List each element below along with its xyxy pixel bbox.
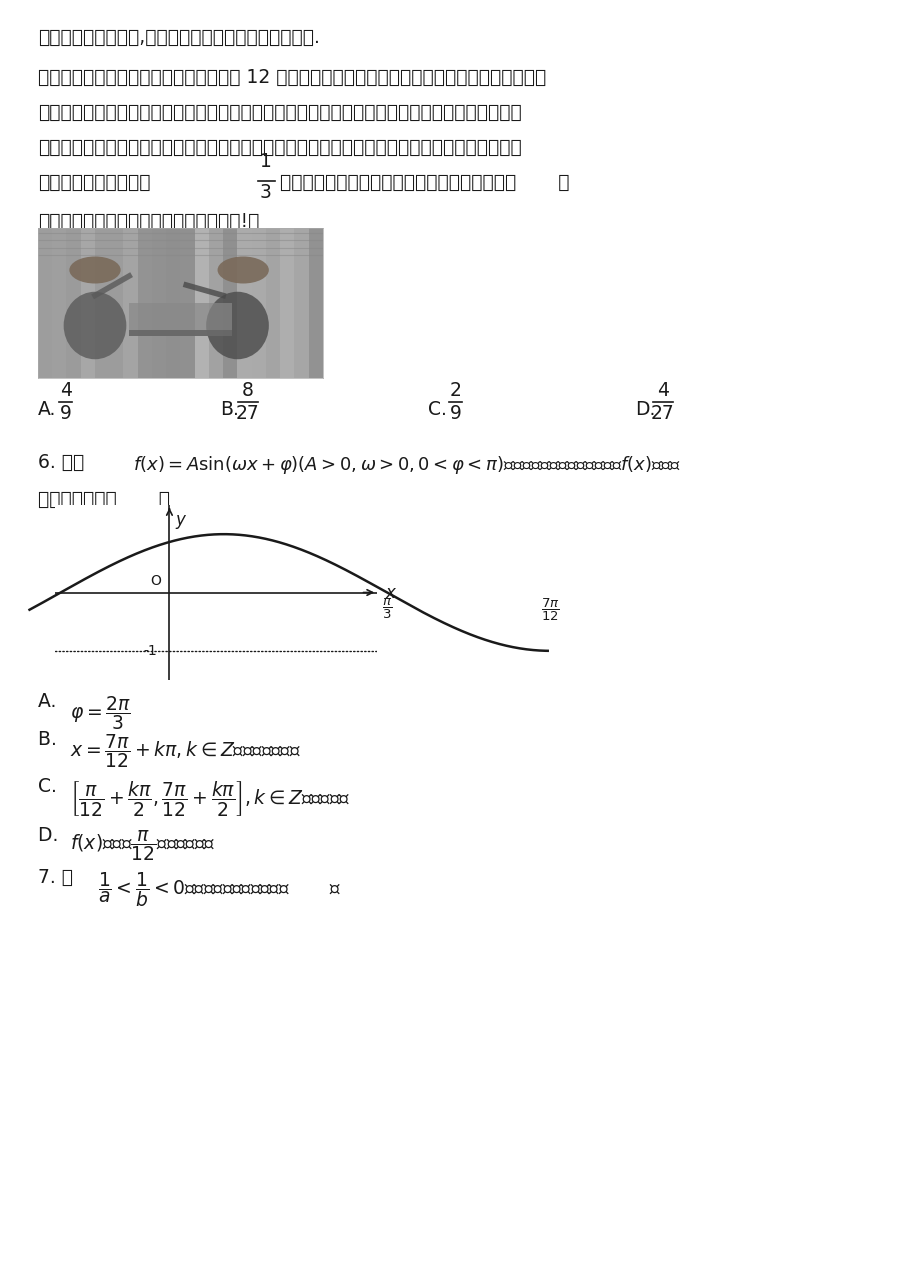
Bar xyxy=(138,228,152,378)
Text: D.: D. xyxy=(634,400,654,419)
Text: 6. 函数: 6. 函数 xyxy=(38,454,85,471)
Text: 27: 27 xyxy=(651,404,675,423)
Text: $f(x)$向左移$\dfrac{\pi}{12}$可变为偶函数: $f(x)$向左移$\dfrac{\pi}{12}$可变为偶函数 xyxy=(70,828,215,862)
Bar xyxy=(95,228,109,378)
Text: A.: A. xyxy=(38,400,56,419)
Bar xyxy=(252,228,266,378)
Bar xyxy=(81,228,95,378)
Text: $x=\dfrac{7\pi}{12}+k\pi,k\in Z$为其所有对称轴: $x=\dfrac{7\pi}{12}+k\pi,k\in Z$为其所有对称轴 xyxy=(70,733,301,769)
Text: C.: C. xyxy=(38,777,69,796)
Text: B.: B. xyxy=(220,400,239,419)
Circle shape xyxy=(217,256,268,284)
Text: 9: 9 xyxy=(60,404,72,423)
Text: ，问在敬酒这环节小明喝酒三杯的概率是多少（       ）: ，问在敬酒这环节小明喝酒三杯的概率是多少（ ） xyxy=(279,173,569,192)
Text: $\dfrac{7\pi}{12}$: $\dfrac{7\pi}{12}$ xyxy=(540,598,559,623)
Text: 27: 27 xyxy=(236,404,259,423)
Text: 第一杯酒，继续猜第二拳，没猜到继续喝第二杯，但第三拳不管谁赢双方同饮自己杯中酒，假设小: 第一杯酒，继续猜第二拳，没猜到继续喝第二杯，但第三拳不管谁赢双方同饮自己杯中酒，… xyxy=(38,138,521,157)
Bar xyxy=(109,228,123,378)
Text: 8: 8 xyxy=(242,381,254,400)
Text: $f(x)=A\sin(\omega x+\varphi)(A>0,\omega>0,0<\varphi<\pi)$的图象如图所示，则下列有关$f(x)$性质的: $f(x)=A\sin(\omega x+\varphi)(A>0,\omega… xyxy=(133,454,680,476)
Bar xyxy=(309,228,323,378)
Text: 2: 2 xyxy=(449,381,461,400)
Text: （也有半年数六拳）,十二拳之后晚辈还要敬长辈一杯酒.: （也有半年数六拳）,十二拳之后晚辈还要敬长辈一杯酒. xyxy=(38,28,320,47)
Bar xyxy=(152,228,166,378)
Bar xyxy=(38,228,52,378)
Text: 4: 4 xyxy=(60,381,72,400)
Text: （猜拳只是一种娱乐，喝酒千万不要过量!）: （猜拳只是一种娱乐，喝酒千万不要过量!） xyxy=(38,211,259,231)
Bar xyxy=(195,228,209,378)
Text: 3: 3 xyxy=(260,183,272,203)
Text: 再一次家族宴上，小明先陪他的叔叔猜拳 12 下，最后他还要敬他叔叔一杯，规则如下：前两拳只有: 再一次家族宴上，小明先陪他的叔叔猜拳 12 下，最后他还要敬他叔叔一杯，规则如下… xyxy=(38,68,546,87)
Text: $\left[\dfrac{\pi}{12}+\dfrac{k\pi}{2},\dfrac{7\pi}{12}+\dfrac{k\pi}{2}\right],k: $\left[\dfrac{\pi}{12}+\dfrac{k\pi}{2},\… xyxy=(70,778,350,818)
Text: $\varphi=\dfrac{2\pi}{3}$: $\varphi=\dfrac{2\pi}{3}$ xyxy=(70,694,130,731)
Text: 4: 4 xyxy=(656,381,668,400)
Text: $\dfrac{1}{a}<\dfrac{1}{b}<0$，则下列结论正确的是（       ）: $\dfrac{1}{a}<\dfrac{1}{b}<0$，则下列结论正确的是（… xyxy=(98,870,341,908)
Text: $\dfrac{\pi}{3}$: $\dfrac{\pi}{3}$ xyxy=(381,598,391,622)
Bar xyxy=(180,228,195,378)
Text: 1: 1 xyxy=(260,152,272,171)
Text: B.: B. xyxy=(38,730,69,749)
Bar xyxy=(280,228,294,378)
Bar xyxy=(266,228,280,378)
Text: 小明猜叔赢叔叔，叔叔才会喝下这杯敬酒，且小明也要陪喝，如果第一拳小明没猜到，则小明喝下: 小明猜叔赢叔叔，叔叔才会喝下这杯敬酒，且小明也要陪喝，如果第一拳小明没猜到，则小… xyxy=(38,103,521,122)
Bar xyxy=(209,228,223,378)
Circle shape xyxy=(69,256,120,284)
Ellipse shape xyxy=(63,292,126,359)
Text: y: y xyxy=(176,511,186,529)
Bar xyxy=(129,303,232,336)
Text: 明每拳赢叔叔的概率为: 明每拳赢叔叔的概率为 xyxy=(38,173,151,192)
Text: 描述正确的是（       ）: 描述正确的是（ ） xyxy=(38,490,170,510)
Text: 9: 9 xyxy=(449,404,461,423)
Text: x: x xyxy=(385,583,395,601)
Text: C.: C. xyxy=(427,400,447,419)
Bar xyxy=(129,330,232,336)
Bar xyxy=(294,228,309,378)
Ellipse shape xyxy=(206,292,268,359)
Bar xyxy=(66,228,81,378)
Text: -1: -1 xyxy=(143,643,157,657)
Bar xyxy=(123,228,138,378)
Bar xyxy=(166,228,180,378)
Bar xyxy=(52,228,66,378)
Bar xyxy=(237,228,252,378)
Bar xyxy=(223,228,237,378)
Text: 7. 若: 7. 若 xyxy=(38,868,73,887)
Text: D.: D. xyxy=(38,826,70,845)
Text: O: O xyxy=(150,573,161,587)
Text: A.: A. xyxy=(38,692,68,711)
